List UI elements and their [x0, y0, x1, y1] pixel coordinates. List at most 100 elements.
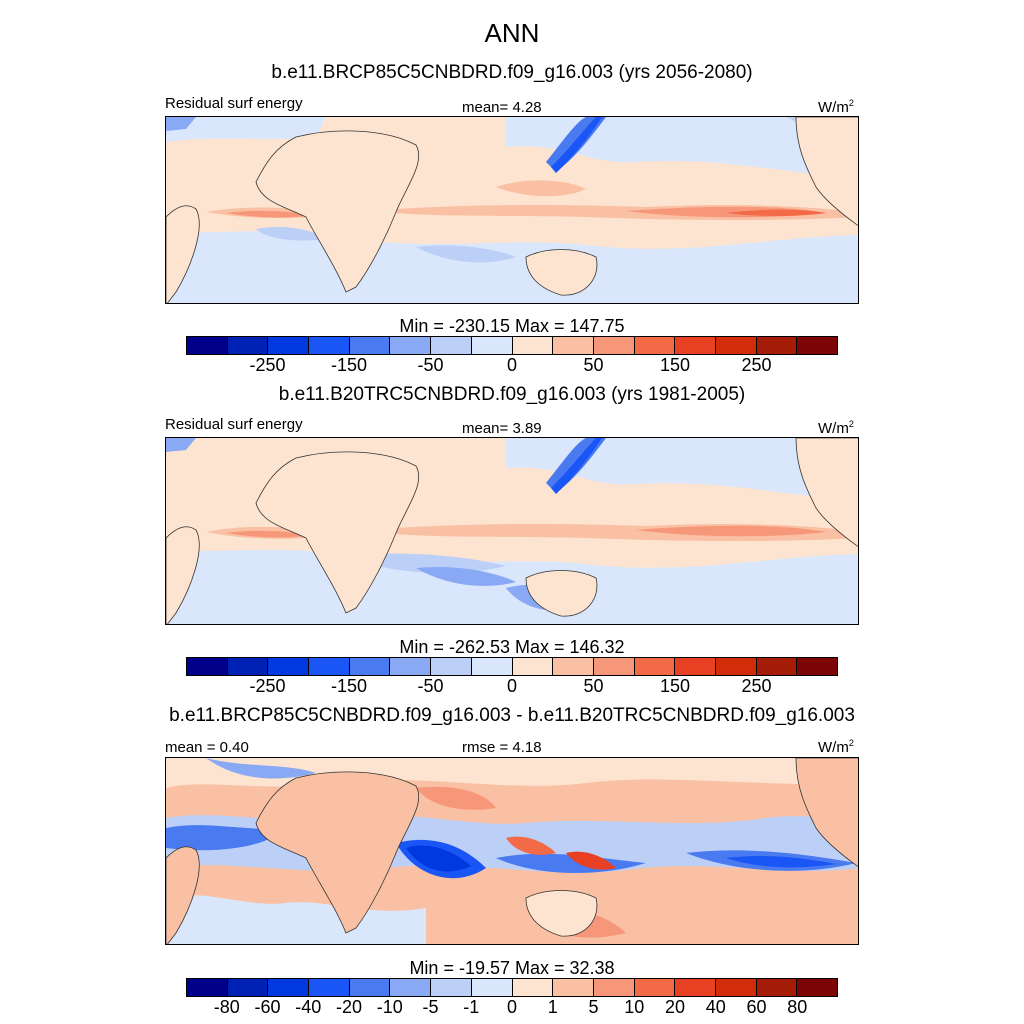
- panel1-colorbar-ticks: -250 -150 -50 0 50 150 250: [186, 355, 838, 377]
- panel3-colorbar: [186, 978, 838, 997]
- colorbar-swatch: [553, 658, 594, 675]
- colorbar-tick-label: 0: [506, 676, 518, 696]
- panel1-mean-label: mean= 4.28: [462, 99, 542, 116]
- colorbar-swatch: [390, 658, 432, 675]
- colorbar-swatch: [268, 658, 310, 675]
- colorbar-swatch: [227, 979, 269, 996]
- colorbar-swatch: [349, 979, 391, 996]
- colorbar-tick-label: -50: [417, 355, 444, 375]
- colorbar-tick-label: -250: [249, 355, 286, 375]
- colorbar-swatch: [797, 337, 837, 354]
- colorbar-tick-label: -150: [330, 355, 368, 375]
- colorbar-swatch: [634, 979, 676, 996]
- colorbar-swatch: [593, 658, 635, 675]
- colorbar-swatch: [512, 658, 554, 675]
- colorbar-tick-label: 50: [583, 355, 604, 375]
- panel2-contour-field: [166, 438, 858, 624]
- panel2-colorbar: [186, 657, 838, 676]
- colorbar-swatch: [349, 658, 391, 675]
- colorbar-tick-label: -50: [417, 676, 444, 696]
- colorbar-tick-label: 60: [746, 997, 767, 1017]
- colorbar-swatch: [675, 658, 716, 675]
- panel3-rmse-label: rmse = 4.18: [462, 739, 542, 756]
- colorbar-swatch: [553, 337, 594, 354]
- panel3-contour-field: [166, 758, 858, 944]
- panel1-units: W/m2: [818, 98, 854, 116]
- colorbar-swatch: [471, 979, 513, 996]
- colorbar-swatch: [512, 979, 554, 996]
- colorbar-tick-label: -20: [335, 997, 363, 1017]
- panel2-variable-label: Residual surf energy: [165, 416, 303, 433]
- colorbar-swatch: [471, 337, 513, 354]
- colorbar-swatch: [309, 658, 350, 675]
- colorbar-swatch: [268, 979, 310, 996]
- colorbar-swatch: [756, 337, 798, 354]
- colorbar-swatch: [756, 979, 798, 996]
- colorbar-swatch: [268, 337, 310, 354]
- colorbar-tick-label: 0: [506, 997, 518, 1017]
- colorbar-swatch: [187, 979, 228, 996]
- panel1-contour-field: [166, 117, 858, 303]
- colorbar-swatch: [187, 337, 228, 354]
- panel2-units: W/m2: [818, 419, 854, 437]
- panel3-mean-label: mean = 0.40: [165, 739, 249, 756]
- colorbar-tick-label: -40: [295, 997, 322, 1017]
- panel3-colorbar-ticks: -80 -60 -40 -20 -10 -5 -1 0 1 5 10 20 40 60 80: [186, 997, 838, 1019]
- colorbar-swatch: [431, 979, 472, 996]
- colorbar-tick-label: -60: [254, 997, 281, 1017]
- colorbar-swatch: [797, 979, 837, 996]
- colorbar-swatch: [715, 337, 757, 354]
- colorbar-tick-label: 150: [659, 676, 691, 696]
- colorbar-tick-label: 1: [547, 997, 558, 1017]
- colorbar-tick-label: 40: [705, 997, 726, 1017]
- colorbar-tick-label: -250: [249, 676, 286, 696]
- colorbar-swatch: [756, 658, 798, 675]
- panel3-units: W/m2: [818, 738, 854, 756]
- colorbar-swatch: [227, 658, 269, 675]
- panel2-map: [165, 437, 859, 625]
- colorbar-swatch: [634, 337, 676, 354]
- panel1-title: b.e11.BRCP85C5CNBDRD.f09_g16.003 (yrs 20…: [271, 62, 753, 83]
- colorbar-swatch: [715, 658, 757, 675]
- colorbar-tick-label: 150: [659, 355, 691, 375]
- colorbar-swatch: [431, 337, 472, 354]
- colorbar-swatch: [715, 979, 757, 996]
- colorbar-tick-label: -80: [213, 997, 240, 1017]
- panel2-minmax: Min = -262.53 Max = 146.32: [399, 637, 625, 657]
- figure-title: ANN: [484, 18, 540, 48]
- colorbar-swatch: [187, 658, 228, 675]
- panel2-mean-label: mean= 3.89: [462, 420, 542, 437]
- colorbar-tick-label: 10: [624, 997, 645, 1017]
- colorbar-tick-label: -10: [376, 997, 403, 1017]
- panel3-map: [165, 757, 859, 945]
- colorbar-swatch: [553, 979, 594, 996]
- colorbar-tick-label: 0: [506, 355, 518, 375]
- colorbar-tick-label: -5: [422, 997, 439, 1017]
- colorbar-swatch: [593, 979, 635, 996]
- panel1-minmax: Min = -230.15 Max = 147.75: [399, 316, 625, 336]
- colorbar-tick-label: 20: [664, 997, 686, 1017]
- panel3-title: b.e11.BRCP85C5CNBDRD.f09_g16.003 - b.e11…: [169, 705, 855, 726]
- colorbar-swatch: [390, 979, 432, 996]
- colorbar-swatch: [390, 337, 432, 354]
- panel1-map: [165, 116, 859, 304]
- colorbar-tick-label: 250: [741, 355, 772, 375]
- panel2-colorbar-ticks: -250 -150 -50 0 50 150 250: [186, 676, 838, 698]
- colorbar-tick-label: 50: [583, 676, 604, 696]
- colorbar-swatch: [309, 337, 350, 354]
- colorbar-swatch: [227, 337, 269, 354]
- colorbar-tick-label: 5: [588, 997, 599, 1017]
- colorbar-swatch: [797, 658, 837, 675]
- colorbar-swatch: [309, 979, 350, 996]
- colorbar-tick-label: -1: [463, 997, 480, 1017]
- colorbar-tick-label: 80: [787, 997, 808, 1017]
- panel1-colorbar: [186, 336, 838, 355]
- colorbar-tick-label: -150: [330, 676, 368, 696]
- colorbar-swatch: [634, 658, 676, 675]
- colorbar-swatch: [431, 658, 472, 675]
- colorbar-swatch: [512, 337, 554, 354]
- colorbar-swatch: [471, 658, 513, 675]
- colorbar-swatch: [675, 979, 716, 996]
- colorbar-swatch: [349, 337, 391, 354]
- colorbar-tick-label: 250: [741, 676, 772, 696]
